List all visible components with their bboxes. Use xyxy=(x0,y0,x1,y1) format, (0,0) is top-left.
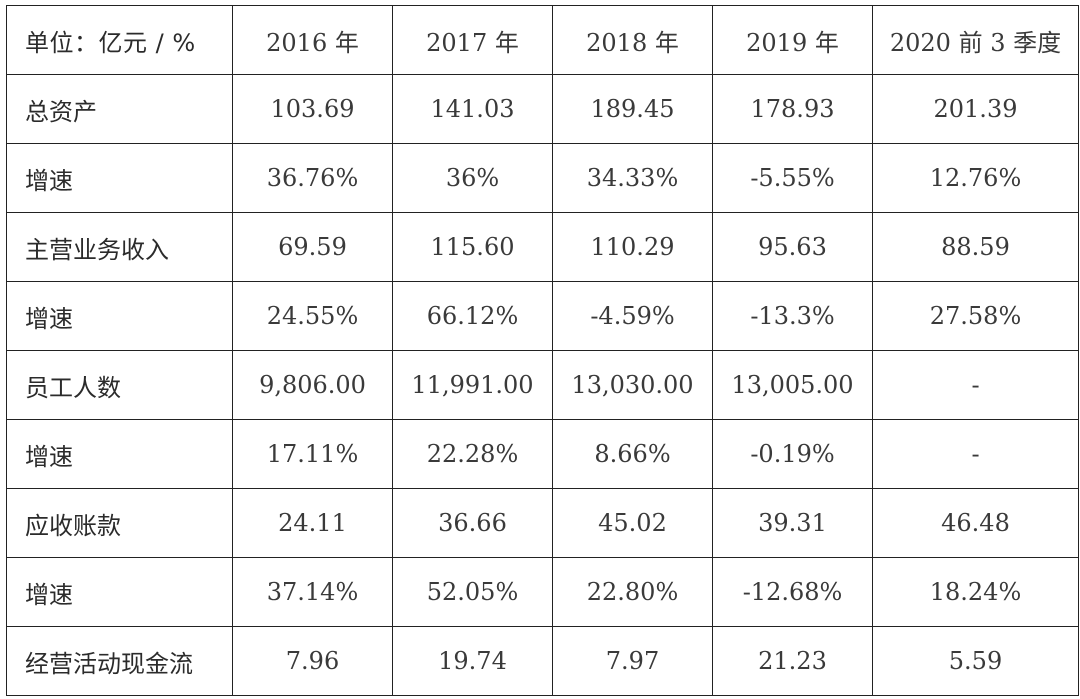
year-header-cell: 2020 前 3 季度 xyxy=(872,5,1079,75)
value-cell: 45.02 xyxy=(552,488,713,558)
row-label-cell: 应收账款 xyxy=(6,488,233,558)
table-row: 增速 17.11% 22.28% 8.66% -0.19% - xyxy=(6,419,1079,489)
value-cell: -5.55% xyxy=(712,143,873,213)
row-label-cell: 主营业务收入 xyxy=(6,212,233,282)
value-cell: 36.66 xyxy=(392,488,553,558)
year-header-cell: 2018 年 xyxy=(552,5,713,75)
value-cell: 11,991.00 xyxy=(392,350,553,420)
value-cell: 115.60 xyxy=(392,212,553,282)
value-cell: 201.39 xyxy=(872,74,1079,144)
value-cell: 88.59 xyxy=(872,212,1079,282)
value-cell: 18.24% xyxy=(872,557,1079,627)
value-cell: 189.45 xyxy=(552,74,713,144)
row-label-cell: 员工人数 xyxy=(6,350,233,420)
table-body: 单位：亿元 / % 2016 年 2017 年 2018 年 2019 年 2020 前 … xyxy=(6,5,1079,696)
header-row: 单位：亿元 / % 2016 年 2017 年 2018 年 2019 年 2020 前 … xyxy=(6,5,1079,75)
value-cell: 178.93 xyxy=(712,74,873,144)
value-cell: 36.76% xyxy=(232,143,393,213)
value-cell: 13,030.00 xyxy=(552,350,713,420)
row-label-cell: 经营活动现金流 xyxy=(6,626,233,696)
value-cell: - xyxy=(872,350,1079,420)
value-cell: 141.03 xyxy=(392,74,553,144)
table-row: 增速 36.76% 36% 34.33% -5.55% 12.76% xyxy=(6,143,1079,213)
value-cell: -0.19% xyxy=(712,419,873,489)
row-label-cell: 增速 xyxy=(6,281,233,351)
value-cell: 22.28% xyxy=(392,419,553,489)
value-cell: -13.3% xyxy=(712,281,873,351)
value-cell: - xyxy=(872,419,1079,489)
value-cell: 5.59 xyxy=(872,626,1079,696)
table-row: 主营业务收入 69.59 115.60 110.29 95.63 88.59 xyxy=(6,212,1079,282)
value-cell: 19.74 xyxy=(392,626,553,696)
row-label-cell: 增速 xyxy=(6,557,233,627)
value-cell: 103.69 xyxy=(232,74,393,144)
table-row: 经营活动现金流 7.96 19.74 7.97 21.23 5.59 xyxy=(6,626,1079,696)
row-label-cell: 总资产 xyxy=(6,74,233,144)
value-cell: 110.29 xyxy=(552,212,713,282)
table-row: 总资产 103.69 141.03 189.45 178.93 201.39 xyxy=(6,74,1079,144)
value-cell: -4.59% xyxy=(552,281,713,351)
table-row: 应收账款 24.11 36.66 45.02 39.31 46.48 xyxy=(6,488,1079,558)
value-cell: 27.58% xyxy=(872,281,1079,351)
year-header-cell: 2016 年 xyxy=(232,5,393,75)
table-row: 员工人数 9,806.00 11,991.00 13,030.00 13,005.00- xyxy=(6,350,1079,420)
value-cell: 24.11 xyxy=(232,488,393,558)
year-header-cell: 2017 年 xyxy=(392,5,553,75)
financial-data-table: 单位：亿元 / % 2016 年 2017 年 2018 年 2019 年 2020 前 … xyxy=(6,5,1079,696)
value-cell: 24.55% xyxy=(232,281,393,351)
value-cell: 46.48 xyxy=(872,488,1079,558)
value-cell: 69.59 xyxy=(232,212,393,282)
year-header-cell: 2019 年 xyxy=(712,5,873,75)
value-cell: 21.23 xyxy=(712,626,873,696)
table-row: 增速 37.14% 52.05% 22.80% -12.68% 18.24% xyxy=(6,557,1079,627)
value-cell: 22.80% xyxy=(552,557,713,627)
row-label-cell: 增速 xyxy=(6,419,233,489)
value-cell: 95.63 xyxy=(712,212,873,282)
value-cell: 13,005.00 xyxy=(712,350,873,420)
value-cell: 8.66% xyxy=(552,419,713,489)
value-cell: 7.96 xyxy=(232,626,393,696)
value-cell: 66.12% xyxy=(392,281,553,351)
row-label-cell: 增速 xyxy=(6,143,233,213)
value-cell: 34.33% xyxy=(552,143,713,213)
value-cell: 37.14% xyxy=(232,557,393,627)
table-row: 增速 24.55% 66.12% -4.59% -13.3% 27.58% xyxy=(6,281,1079,351)
value-cell: -12.68% xyxy=(712,557,873,627)
value-cell: 7.97 xyxy=(552,626,713,696)
value-cell: 12.76% xyxy=(872,143,1079,213)
value-cell: 36% xyxy=(392,143,553,213)
value-cell: 52.05% xyxy=(392,557,553,627)
value-cell: 9,806.00 xyxy=(232,350,393,420)
value-cell: 39.31 xyxy=(712,488,873,558)
value-cell: 17.11% xyxy=(232,419,393,489)
unit-header-cell: 单位：亿元 / % xyxy=(6,5,233,75)
